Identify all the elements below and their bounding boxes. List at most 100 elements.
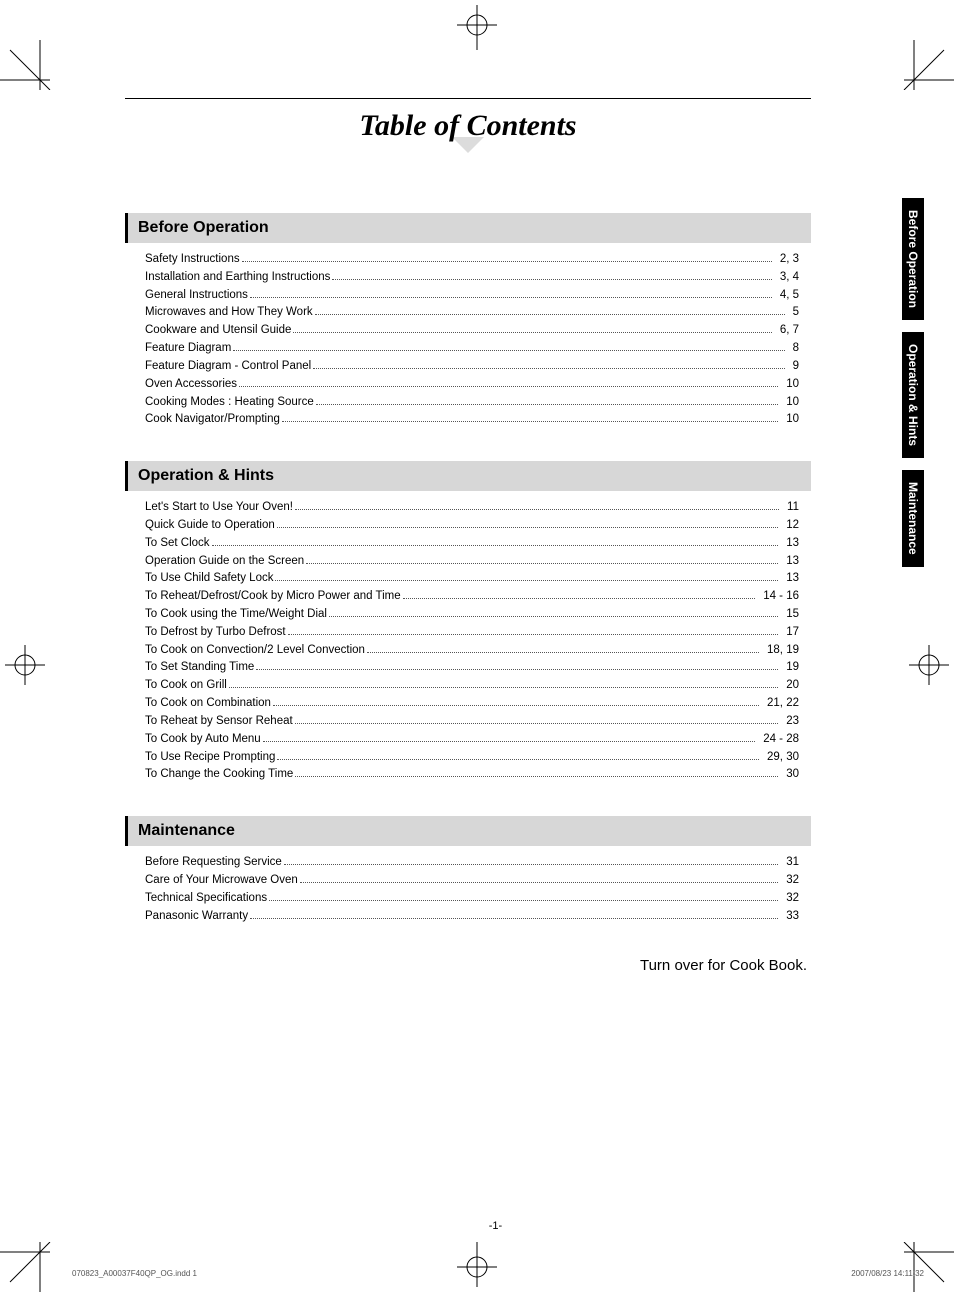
toc-row: Let's Start to Use Your Oven!11 (145, 499, 799, 517)
dot-leader (282, 413, 778, 422)
tab-operation-hints: Operation & Hints (902, 332, 924, 458)
toc-page: 13 (782, 570, 799, 588)
toc-row: To Reheat/Defrost/Cook by Micro Power an… (145, 588, 799, 606)
dot-leader (367, 643, 759, 652)
toc-label: To Defrost by Turbo Defrost (145, 624, 286, 642)
toc-label: General Instructions (145, 287, 248, 305)
dot-leader (315, 306, 785, 315)
toc-page: 8 (789, 340, 799, 358)
toc-label: Operation Guide on the Screen (145, 553, 304, 571)
footer-meta: 070823_A00037F40QP_OG.indd 1 2007/08/23 … (72, 1269, 924, 1278)
toc-list: Safety Instructions2, 3Installation and … (125, 243, 811, 433)
toc-page: 2, 3 (776, 251, 799, 269)
crop-mark-bottom-right (884, 1242, 954, 1292)
page-number: -1- (65, 1220, 926, 1232)
toc-page: 10 (782, 411, 799, 429)
dot-leader (295, 715, 779, 724)
toc-label: To Use Child Safety Lock (145, 570, 273, 588)
toc-page: 4, 5 (776, 287, 799, 305)
toc-label: Technical Specifications (145, 890, 267, 908)
toc-row: To Reheat by Sensor Reheat23 (145, 713, 799, 731)
toc-page: 13 (782, 535, 799, 553)
toc-row: Oven Accessories10 (145, 376, 799, 394)
tab-before-operation: Before Operation (902, 198, 924, 320)
crop-mark-top-left (0, 40, 70, 90)
toc-label: Oven Accessories (145, 376, 237, 394)
toc-list: Let's Start to Use Your Oven!11Quick Gui… (125, 491, 811, 788)
toc-row: Operation Guide on the Screen13 (145, 553, 799, 571)
toc-section: Operation & HintsLet's Start to Use Your… (125, 461, 811, 788)
toc-label: To Set Standing Time (145, 659, 254, 677)
toc-label: Cookware and Utensil Guide (145, 322, 291, 340)
dot-leader (233, 342, 784, 351)
toc-label: To Cook on Convection/2 Level Convection (145, 642, 365, 660)
section-header: Maintenance (125, 816, 811, 846)
toc-section: Maintenance Before Requesting Service 31 Ca… (125, 816, 811, 929)
toc-label: Installation and Earthing Instructions (145, 269, 330, 287)
footer-timestamp: 2007/08/23 14:11:32 (851, 1269, 924, 1278)
toc-label: To Use Recipe Prompting (145, 749, 275, 767)
toc-label: To Cook using the Time/Weight Dial (145, 606, 327, 624)
toc-page: 15 (782, 606, 799, 624)
toc-page: 5 (789, 304, 799, 322)
toc-label: To Reheat by Sensor Reheat (145, 713, 293, 731)
crop-mark-bottom-left (0, 1242, 70, 1292)
toc-label: Cooking Modes : Heating Source (145, 394, 314, 412)
toc-row: Microwaves and How They Work5 (145, 304, 799, 322)
toc-label: To Change the Cooking Time (145, 766, 293, 784)
toc-row: To Cook on Combination21, 22 (145, 695, 799, 713)
toc-row: To Cook using the Time/Weight Dial 15 (145, 606, 799, 624)
toc-page: 32 (782, 890, 799, 908)
content-area: Table of Contents Before OperationSafety… (125, 98, 811, 974)
dot-leader (277, 750, 759, 759)
toc-row: To Cook on Grill20 (145, 677, 799, 695)
toc-label: Feature Diagram (145, 340, 231, 358)
dot-leader (275, 572, 778, 581)
dot-leader (300, 874, 778, 883)
toc-page: 10 (782, 394, 799, 412)
toc-page: 18, 19 (763, 642, 799, 660)
toc-label: Care of Your Microwave Oven (145, 872, 298, 890)
footer-file: 070823_A00037F40QP_OG.indd 1 (72, 1269, 197, 1278)
dot-leader (250, 288, 772, 297)
toc-row: Cookware and Utensil Guide 6, 7 (145, 322, 799, 340)
dot-leader (250, 909, 778, 918)
toc-page: 31 (782, 854, 799, 872)
toc-page: 6, 7 (776, 322, 799, 340)
toc-page: 19 (782, 659, 799, 677)
turnover-note: Turn over for Cook Book. (125, 957, 811, 974)
dot-leader (288, 626, 779, 635)
toc-row: To Change the Cooking Time 30 (145, 766, 799, 784)
toc-row: To Set Standing Time 19 (145, 659, 799, 677)
toc-row: Technical Specifications 32 (145, 890, 799, 908)
page-title: Table of Contents (125, 98, 811, 143)
side-tabs: Before Operation Operation & Hints Maint… (902, 198, 926, 579)
toc-row: Feature Diagram 8 (145, 340, 799, 358)
toc-page: 14 - 16 (759, 588, 799, 606)
dot-leader (239, 378, 778, 387)
toc-row: Panasonic Warranty33 (145, 908, 799, 926)
toc-page: 20 (782, 677, 799, 695)
crop-mark-mid-left (0, 640, 50, 690)
toc-page: 30 (782, 766, 799, 784)
dot-leader (242, 253, 772, 262)
toc-label: Panasonic Warranty (145, 908, 248, 926)
dot-leader (329, 608, 778, 617)
toc-page: 29, 30 (763, 749, 799, 767)
dot-leader (293, 324, 771, 333)
dot-leader (212, 537, 779, 546)
crop-mark-top-center (452, 0, 502, 50)
toc-row: To Cook on Convection/2 Level Convection… (145, 642, 799, 660)
toc-label: To Set Clock (145, 535, 210, 553)
toc-page: 11 (783, 499, 799, 517)
toc-page: 9 (789, 358, 799, 376)
dot-leader (284, 856, 778, 865)
toc-label: Before Requesting Service (145, 854, 282, 872)
toc-row: Cook Navigator/Prompting10 (145, 411, 799, 429)
dot-leader (269, 892, 778, 901)
toc-row: To Cook by Auto Menu24 - 28 (145, 731, 799, 749)
toc-row: General Instructions 4, 5 (145, 287, 799, 305)
toc-label: Quick Guide to Operation (145, 517, 275, 535)
toc-row: To Use Recipe Prompting 29, 30 (145, 749, 799, 767)
section-header: Before Operation (125, 213, 811, 243)
